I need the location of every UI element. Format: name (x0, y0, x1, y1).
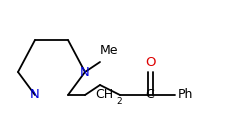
Text: CH: CH (95, 89, 113, 101)
Text: O: O (145, 55, 155, 69)
Text: Me: Me (100, 44, 119, 56)
Text: Ph: Ph (178, 89, 193, 101)
Text: N: N (30, 89, 40, 101)
Text: N: N (80, 65, 90, 79)
Text: C: C (146, 89, 154, 101)
Text: 2: 2 (116, 96, 122, 106)
